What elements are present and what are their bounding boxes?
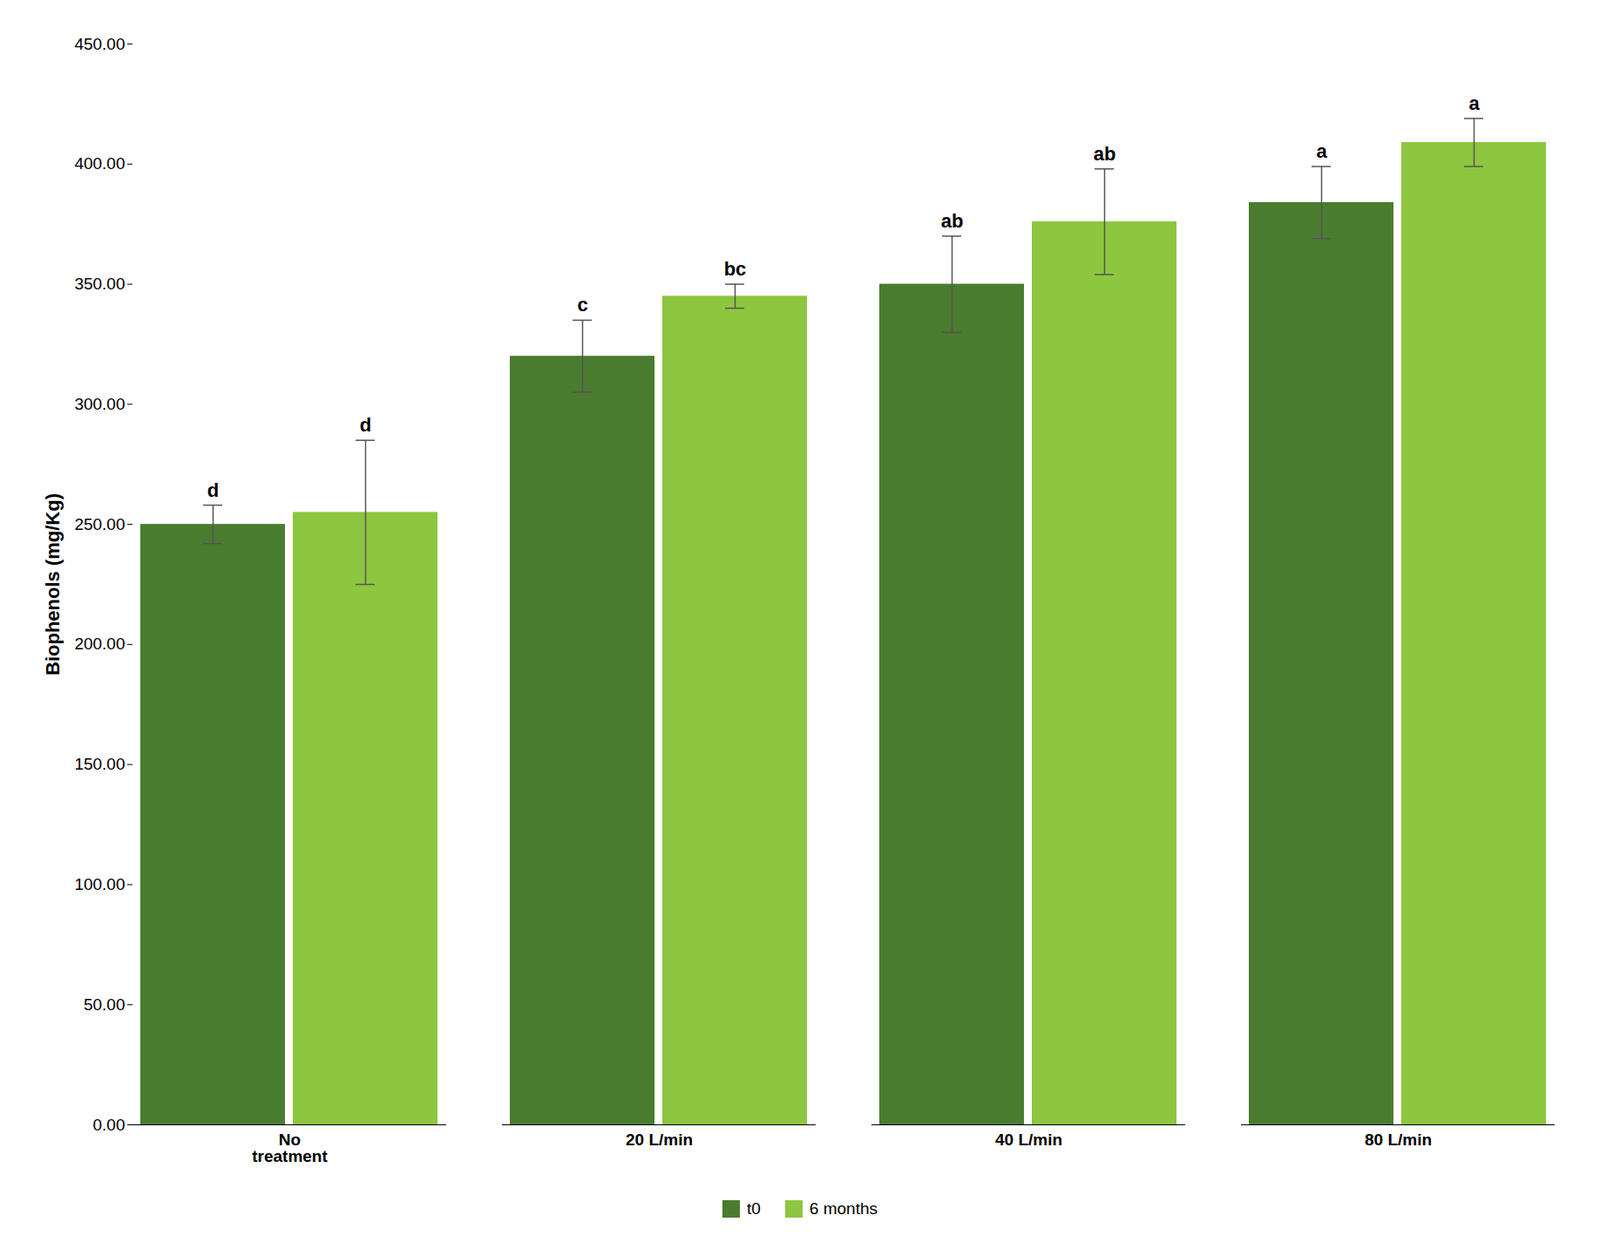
svg-text:400.00: 400.00 [74, 154, 125, 173]
svg-text:c: c [576, 293, 588, 316]
svg-text:Biophenols (mg/Kg): Biophenols (mg/Kg) [41, 493, 64, 676]
svg-text:200.00: 200.00 [74, 634, 125, 653]
svg-text:a: a [1468, 92, 1480, 115]
html-text:6 months: 6 months [809, 1199, 878, 1218]
svg-text:150.00: 150.00 [74, 754, 125, 773]
svg-text:40 L/min: 40 L/min [995, 1130, 1063, 1149]
svg-text:350.00: 350.00 [74, 274, 125, 293]
svg-text:100.00: 100.00 [74, 874, 125, 894]
svg-text:250.00: 250.00 [74, 515, 125, 534]
svg-text:20 L/min: 20 L/min [625, 1130, 693, 1149]
svg-text:450.00: 450.00 [74, 34, 125, 54]
svg-text:80 L/min: 80 L/min [1364, 1130, 1432, 1149]
svg-text:300.00: 300.00 [74, 394, 125, 414]
svg-text:Notreatment: Notreatment [251, 1130, 328, 1166]
svg-text:a: a [1315, 140, 1328, 163]
svg-text:d: d [359, 413, 372, 436]
svg-text:0.00: 0.00 [93, 1115, 126, 1134]
svg-text:ab: ab [1093, 142, 1117, 165]
svg-text:d: d [207, 479, 219, 502]
svg-text:50.00: 50.00 [83, 995, 126, 1014]
svg-text:bc: bc [724, 257, 747, 280]
svg-text:ab: ab [941, 210, 964, 232]
html-text:t0: t0 [746, 1199, 761, 1218]
